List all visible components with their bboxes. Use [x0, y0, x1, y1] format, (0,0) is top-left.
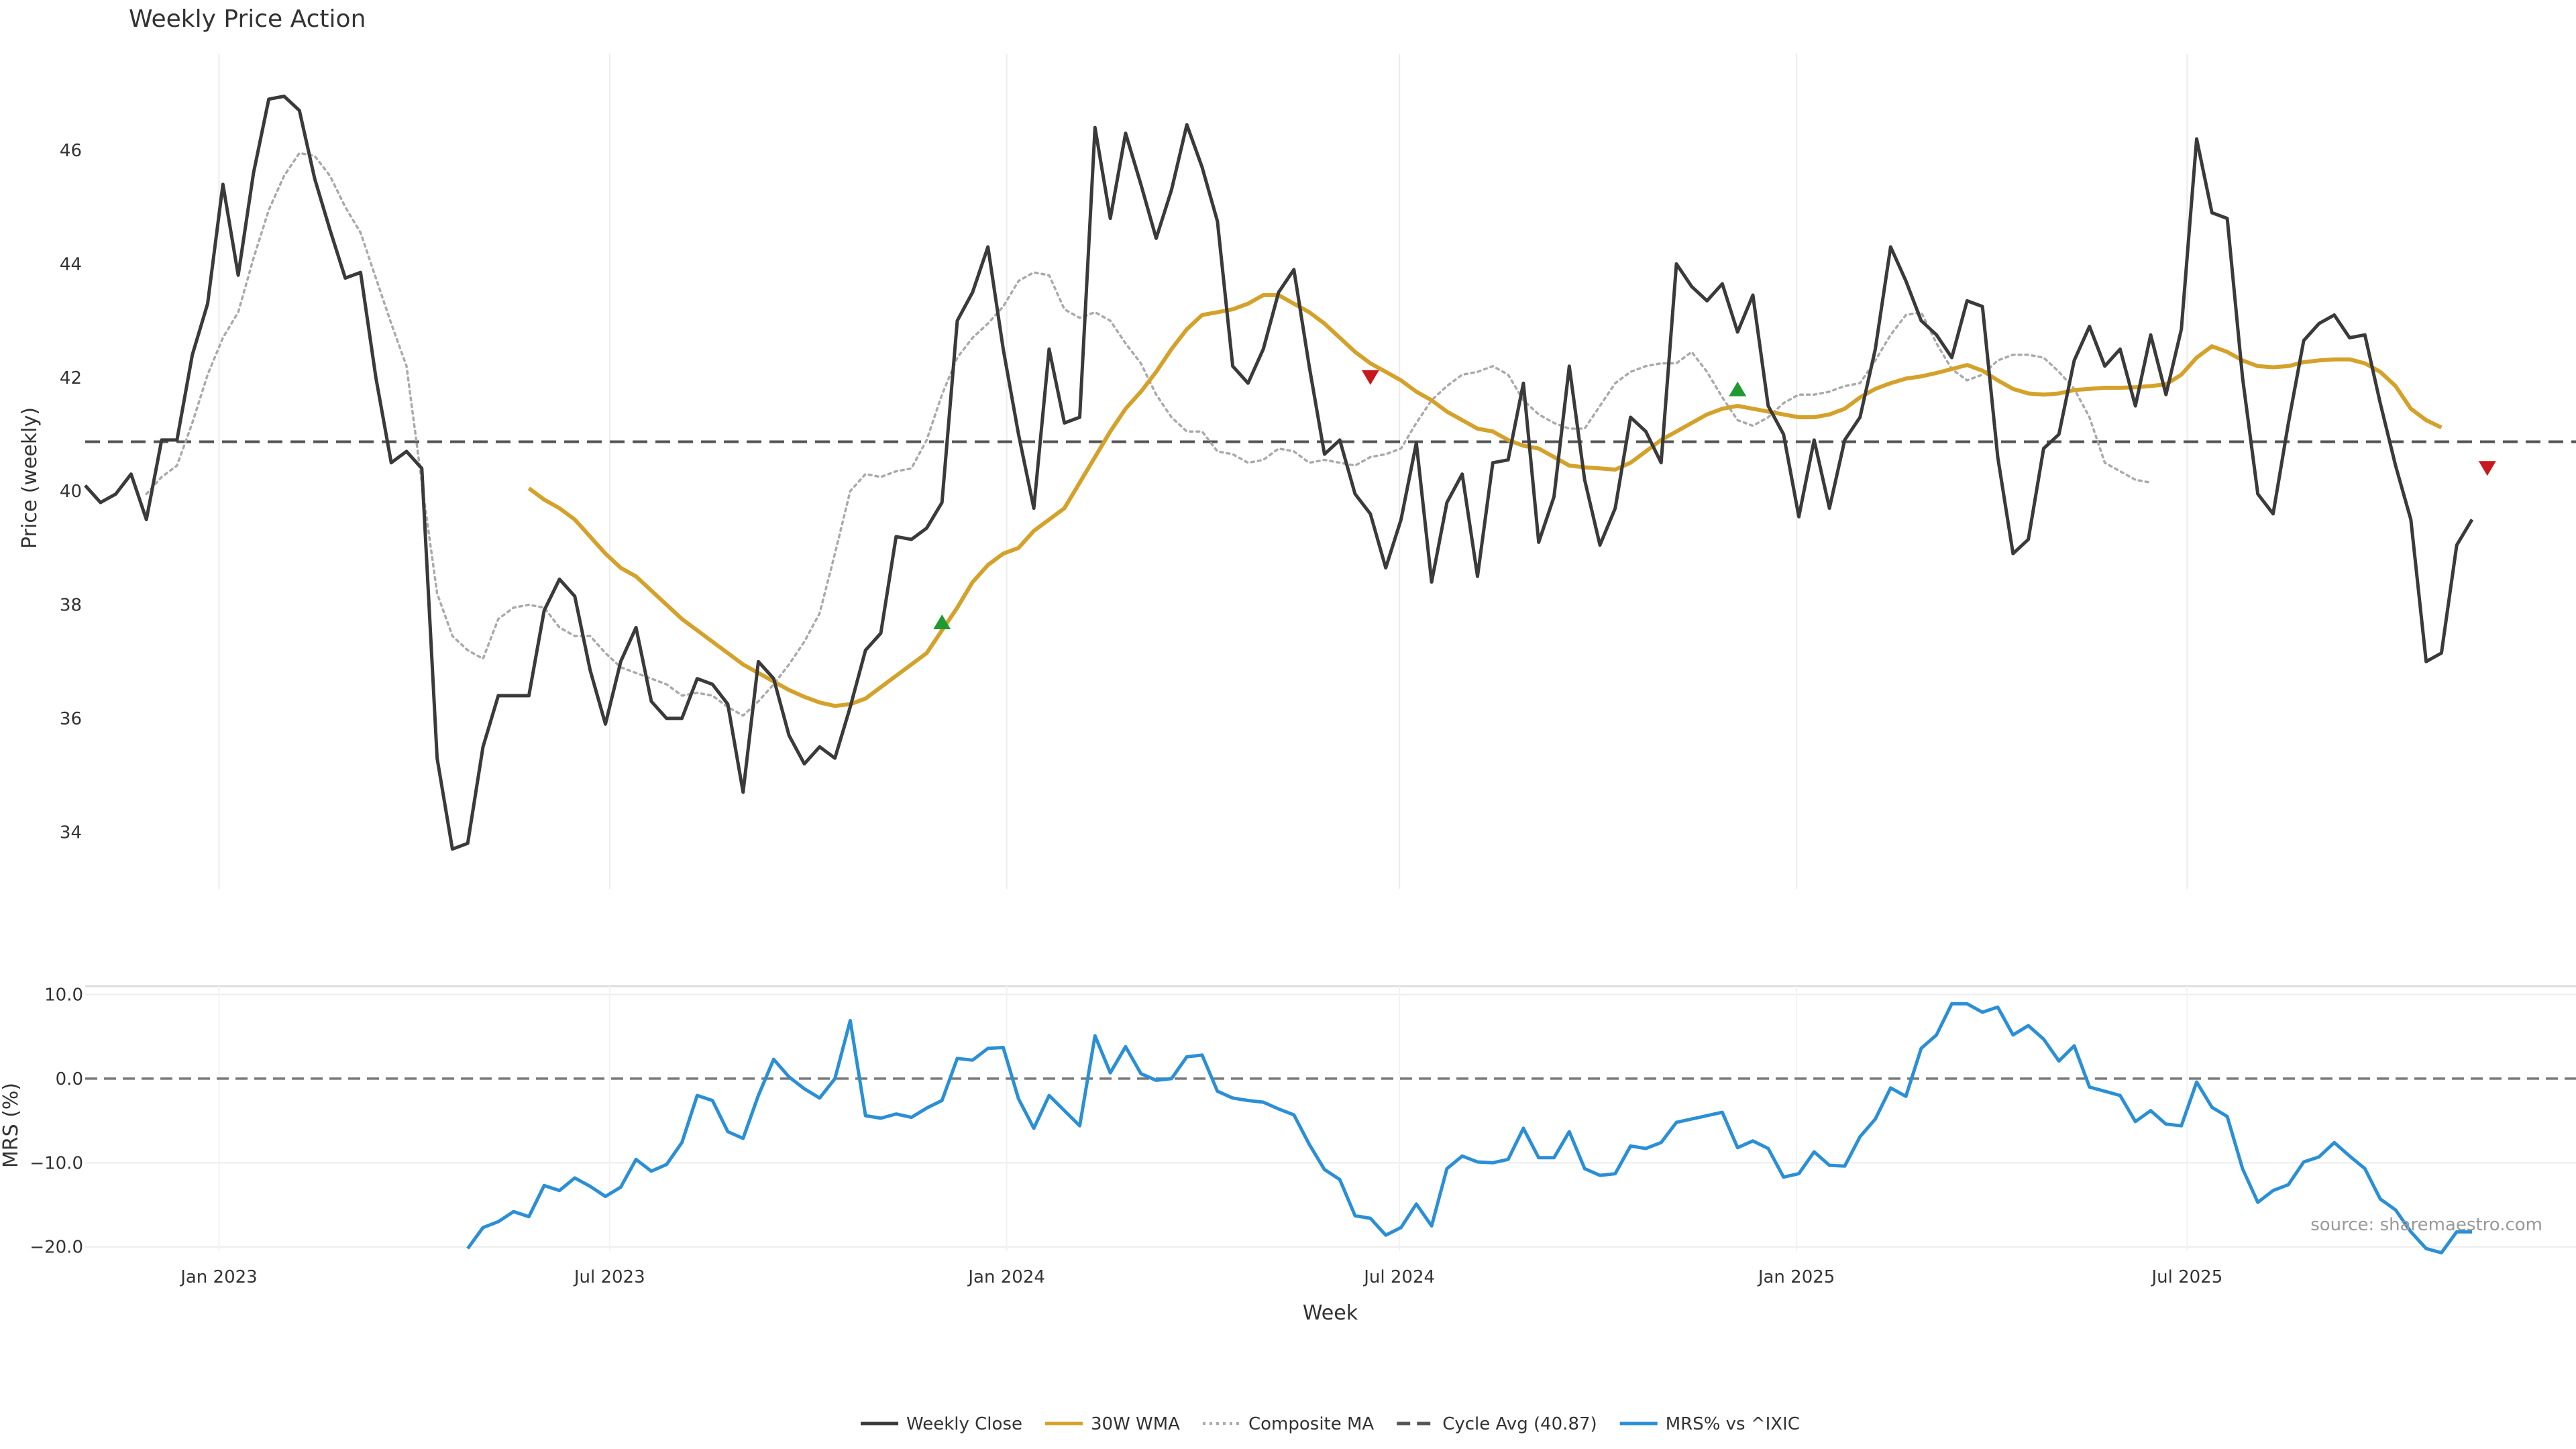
legend-label: 30W WMA [1091, 1414, 1180, 1434]
x-tick-label: Jul 2025 [2150, 1267, 2222, 1287]
price-y-tick-label: 34 [60, 822, 82, 843]
price-grid [218, 54, 2188, 889]
source-note: source: sharemaestro.com [2310, 1215, 2542, 1235]
price-y-tick-label: 46 [60, 141, 82, 161]
wma-30w-line [527, 292, 2443, 708]
legend-label: Cycle Avg (40.87) [1442, 1414, 1597, 1434]
mrs-y-tick-label: −10.0 [30, 1153, 83, 1173]
price-y-tick-label: 36 [60, 709, 82, 729]
legend-item: MRS% vs ^IXIC [1619, 1414, 1800, 1434]
mrs-y-tick-label: −20.0 [30, 1238, 83, 1258]
x-tick-label: Jul 2024 [1362, 1267, 1435, 1287]
mrs-y-ticks: 10.0 0.0 −10.0 −20.0 [30, 985, 83, 1258]
mrs-line [466, 1002, 2472, 1254]
x-axis-ticks: Jan 2023 Jul 2023 Jan 2024 Jul 2024 Jan 2025… [179, 1267, 2222, 1287]
mrs-grid [85, 986, 2576, 1251]
price-y-axis-label: Price (weekly) [18, 407, 42, 549]
weekly-close-line [84, 95, 2474, 851]
price-y-ticks: 34 36 38 40 42 44 46 [60, 141, 82, 843]
legend-item: Weekly Close [861, 1414, 1022, 1434]
price-y-tick-label: 38 [60, 596, 82, 616]
legend-item: Composite MA [1202, 1414, 1374, 1434]
chart-title: Weekly Price Action [129, 5, 366, 33]
legend-item: Cycle Avg (40.87) [1397, 1414, 1597, 1434]
x-tick-label: Jan 2024 [967, 1267, 1045, 1287]
buy-signal-marker [933, 614, 951, 629]
legend-label: MRS% vs ^IXIC [1666, 1414, 1800, 1434]
legend-label: Composite MA [1248, 1414, 1374, 1434]
x-tick-label: Jul 2023 [573, 1267, 645, 1287]
x-tick-label: Jan 2025 [1757, 1267, 1835, 1287]
mrs-y-axis-label: MRS (%) [0, 1083, 23, 1168]
x-tick-label: Jan 2023 [179, 1267, 258, 1287]
signal-markers [933, 370, 2496, 629]
price-y-tick-label: 42 [60, 368, 82, 388]
mrs-y-tick-label: 10.0 [44, 985, 83, 1006]
mrs-panel: 10.0 0.0 −10.0 −20.0 MRS (%) source: sharem… [0, 985, 2576, 1258]
sell-signal-marker [2478, 461, 2496, 476]
price-y-tick-label: 44 [60, 254, 82, 274]
sell-signal-marker [1361, 370, 1379, 385]
buy-signal-marker [1729, 381, 1747, 396]
mrs-y-tick-label: 0.0 [56, 1069, 83, 1089]
composite-ma-line [145, 152, 2152, 717]
price-panel: 34 36 38 40 42 44 46 Price (weekly) [18, 54, 2576, 889]
legend-item: 30W WMA [1044, 1414, 1180, 1434]
legend: Weekly Close 30W WMA Composite MA Cycle Avg… [861, 1414, 1800, 1434]
price-y-tick-label: 40 [60, 482, 82, 502]
legend-label: Weekly Close [906, 1414, 1022, 1434]
x-axis-label: Week [1303, 1301, 1358, 1325]
